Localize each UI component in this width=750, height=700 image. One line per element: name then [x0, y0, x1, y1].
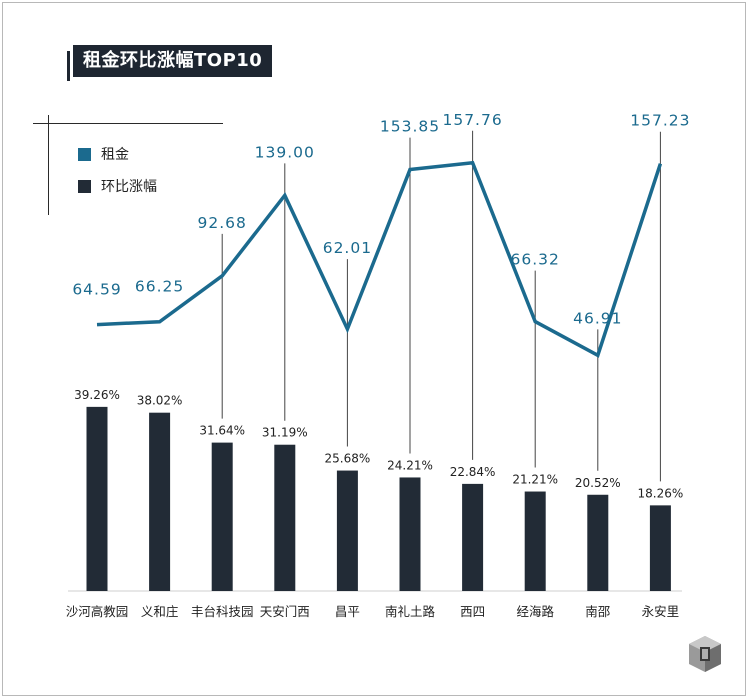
bar-6	[399, 477, 421, 591]
legend-item-rent: 租金	[78, 147, 129, 163]
bar-8	[524, 491, 546, 591]
category-label-10: 永安里	[642, 604, 680, 619]
legend-label-growth: 环比涨幅	[101, 179, 157, 195]
line-value-label-6: 153.85	[380, 118, 440, 136]
bar-value-label-6: 24.21%	[387, 458, 433, 472]
legend-item-growth: 环比涨幅	[78, 179, 157, 195]
legend-divider-horizontal	[33, 123, 223, 124]
line-value-label-4: 139.00	[255, 143, 315, 161]
bar-3	[211, 442, 233, 591]
bar-7	[462, 483, 484, 591]
bar-value-label-8: 21.21%	[512, 473, 558, 487]
line-value-label-3: 92.68	[198, 214, 247, 232]
line-value-label-8: 66.32	[511, 251, 560, 269]
bar-value-label-3: 31.64%	[199, 424, 245, 438]
chart-title: 租金环比涨幅TOP10	[66, 45, 273, 81]
category-label-7: 西四	[460, 604, 485, 619]
bar-value-label-4: 31.19%	[262, 426, 308, 440]
legend-swatch-rent	[78, 147, 91, 161]
category-label-5: 昌平	[335, 604, 360, 619]
category-label-4: 天安门西	[260, 604, 310, 619]
category-label-8: 经海路	[516, 604, 554, 619]
line-value-label-9: 46.91	[573, 309, 622, 327]
line-value-label-10: 157.23	[630, 112, 690, 130]
category-label-9: 南邵	[585, 604, 610, 619]
line-value-label-1: 64.59	[72, 281, 121, 299]
category-label-3: 丰台科技园	[191, 604, 254, 619]
legend-swatch-growth	[78, 179, 91, 193]
category-label-2: 义和庄	[141, 604, 179, 619]
bar-value-label-5: 25.68%	[325, 452, 371, 466]
bar-value-label-10: 18.26%	[638, 486, 684, 500]
bar-value-label-2: 38.02%	[137, 394, 183, 408]
bar-2	[149, 412, 171, 591]
bar-value-label-1: 39.26%	[74, 388, 120, 402]
bar-9	[587, 494, 609, 591]
bar-10	[649, 505, 671, 591]
bar-value-label-7: 22.84%	[450, 465, 496, 479]
line-value-label-7: 157.76	[442, 111, 502, 129]
legend-label-rent: 租金	[101, 147, 129, 163]
line-value-label-2: 66.25	[135, 278, 184, 296]
bar-5	[336, 470, 358, 591]
category-label-1: 沙河高教园	[66, 604, 129, 619]
line-value-label-5: 62.01	[323, 239, 372, 257]
bar-value-label-9: 20.52%	[575, 476, 621, 490]
category-label-6: 南礼土路	[385, 604, 436, 619]
bar-4	[274, 444, 296, 591]
legend-divider-vertical	[48, 115, 49, 215]
logo-icon	[689, 636, 721, 672]
rent-line-series	[96, 160, 663, 358]
bar-1	[86, 406, 108, 591]
